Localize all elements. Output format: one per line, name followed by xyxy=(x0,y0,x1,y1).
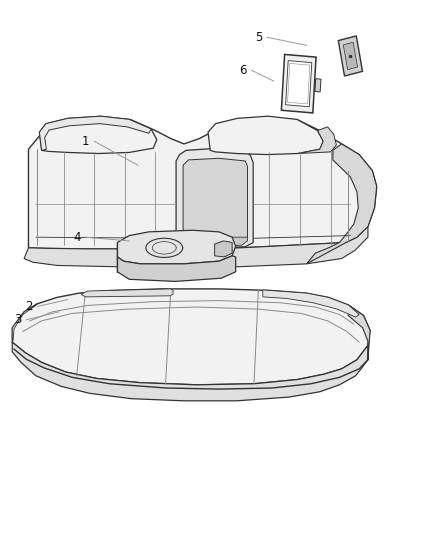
Polygon shape xyxy=(348,305,370,360)
Polygon shape xyxy=(215,241,232,257)
Polygon shape xyxy=(12,342,368,401)
Polygon shape xyxy=(183,237,247,246)
Polygon shape xyxy=(12,304,37,342)
Text: 5: 5 xyxy=(255,31,262,44)
Polygon shape xyxy=(176,148,253,248)
Polygon shape xyxy=(12,289,370,385)
Text: 4: 4 xyxy=(73,231,81,244)
Polygon shape xyxy=(343,42,357,70)
Polygon shape xyxy=(117,230,236,264)
Polygon shape xyxy=(288,63,310,104)
Polygon shape xyxy=(307,144,377,264)
Text: 3: 3 xyxy=(14,313,21,326)
Polygon shape xyxy=(28,117,377,249)
Polygon shape xyxy=(117,256,236,281)
Polygon shape xyxy=(183,158,247,242)
Text: 2: 2 xyxy=(25,300,32,313)
Polygon shape xyxy=(24,227,368,268)
Text: 6: 6 xyxy=(239,64,247,77)
Polygon shape xyxy=(39,116,151,150)
Polygon shape xyxy=(208,116,323,155)
Polygon shape xyxy=(315,79,321,92)
Polygon shape xyxy=(338,36,363,76)
Polygon shape xyxy=(81,289,173,297)
Text: 1: 1 xyxy=(81,135,89,148)
Polygon shape xyxy=(281,54,316,113)
Polygon shape xyxy=(39,116,157,154)
Polygon shape xyxy=(298,127,336,154)
Polygon shape xyxy=(263,290,359,317)
Polygon shape xyxy=(286,61,312,107)
